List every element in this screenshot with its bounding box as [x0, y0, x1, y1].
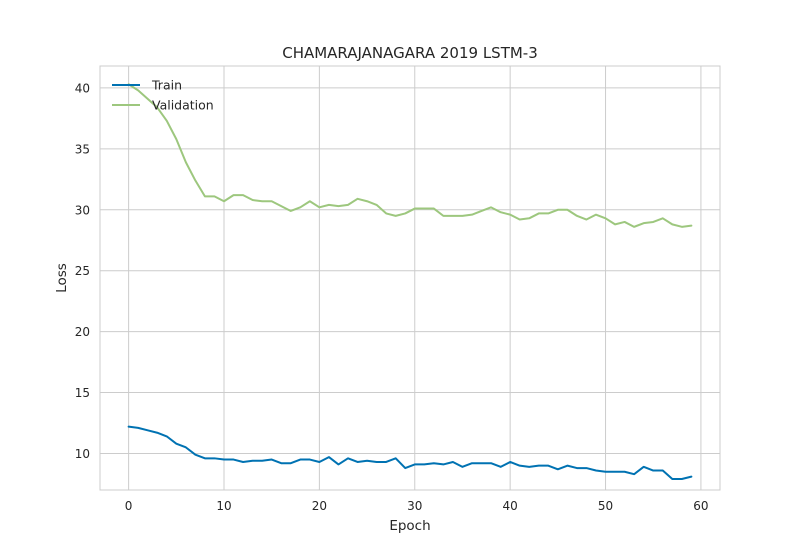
y-tick-label: 10	[75, 447, 90, 461]
y-tick-label: 20	[75, 325, 90, 339]
y-tick-label: 40	[75, 81, 90, 95]
y-axis-tick-labels: 10 15 20 25 30 35 40	[75, 81, 90, 461]
series-layer	[127, 83, 693, 481]
plot-area	[100, 66, 720, 490]
x-tick-label: 50	[598, 499, 613, 513]
series-line-train	[127, 425, 693, 481]
plot-frame	[99, 65, 721, 491]
x-axis-label: Epoch	[389, 518, 430, 534]
legend-label-validation: Validation	[152, 98, 214, 113]
x-tick-label: 60	[693, 499, 708, 513]
chart-title: CHAMARAJANAGARA 2019 LSTM-3	[282, 44, 538, 62]
y-axis-label: Loss	[54, 263, 70, 293]
series-line-validation	[127, 83, 693, 228]
y-tick-label: 35	[75, 142, 90, 156]
y-tick-label: 25	[75, 264, 90, 278]
x-tick-label: 30	[407, 499, 422, 513]
y-tick-label: 15	[75, 386, 90, 400]
legend: Train Validation	[112, 78, 214, 113]
y-tick-label: 30	[75, 203, 90, 217]
y-gridlines	[100, 87, 720, 454]
x-tick-label: 10	[216, 499, 231, 513]
x-axis-tick-labels: 0 10 20 30 40 50 60	[125, 499, 709, 513]
x-tick-label: 40	[503, 499, 518, 513]
x-gridlines	[128, 66, 702, 490]
x-tick-label: 0	[125, 499, 133, 513]
x-tick-label: 20	[312, 499, 327, 513]
legend-label-train: Train	[151, 78, 182, 93]
